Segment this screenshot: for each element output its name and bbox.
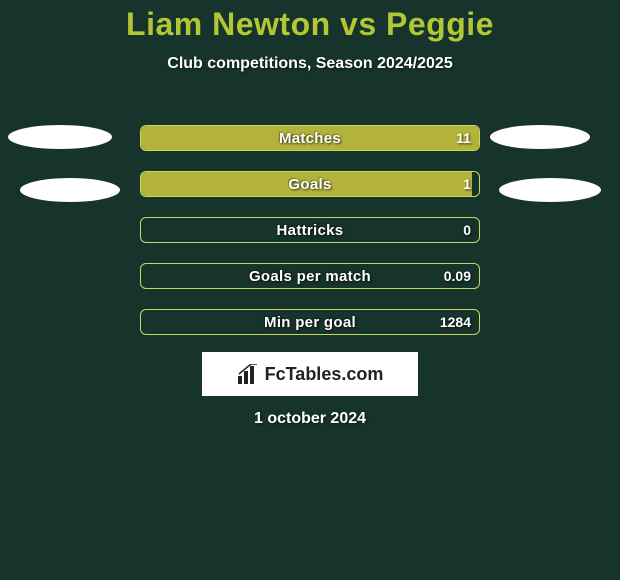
bar-value: 0.09 <box>444 264 471 288</box>
page-subtitle: Club competitions, Season 2024/2025 <box>0 55 620 73</box>
ellipse-right-1 <box>490 125 590 149</box>
page-title: Liam Newton vs Peggie <box>0 0 620 43</box>
ellipse-left-1 <box>8 125 112 149</box>
bar-label: Goals <box>141 172 479 196</box>
comparison-infographic: Liam Newton vs Peggie Club competitions,… <box>0 0 620 580</box>
ellipse-left-2 <box>20 178 120 202</box>
stats-bars: Matches 11 Goals 1 Hattricks 0 Goals per… <box>140 125 480 355</box>
bar-value: 0 <box>463 218 471 242</box>
ellipse-right-2 <box>499 178 601 202</box>
bar-chart-icon <box>237 364 259 384</box>
bar-row: Goals per match 0.09 <box>140 263 480 289</box>
bar-label: Hattricks <box>141 218 479 242</box>
bar-row: Goals 1 <box>140 171 480 197</box>
bar-label: Min per goal <box>141 310 479 334</box>
logo-text: FcTables.com <box>265 364 384 385</box>
bar-value: 11 <box>456 126 471 150</box>
source-logo: FcTables.com <box>202 352 418 396</box>
bar-value: 1284 <box>440 310 471 334</box>
bar-row: Min per goal 1284 <box>140 309 480 335</box>
date-text: 1 october 2024 <box>0 410 620 428</box>
bar-row: Hattricks 0 <box>140 217 480 243</box>
bar-value: 1 <box>463 172 471 196</box>
bar-label: Matches <box>141 126 479 150</box>
bar-label: Goals per match <box>141 264 479 288</box>
bar-row: Matches 11 <box>140 125 480 151</box>
